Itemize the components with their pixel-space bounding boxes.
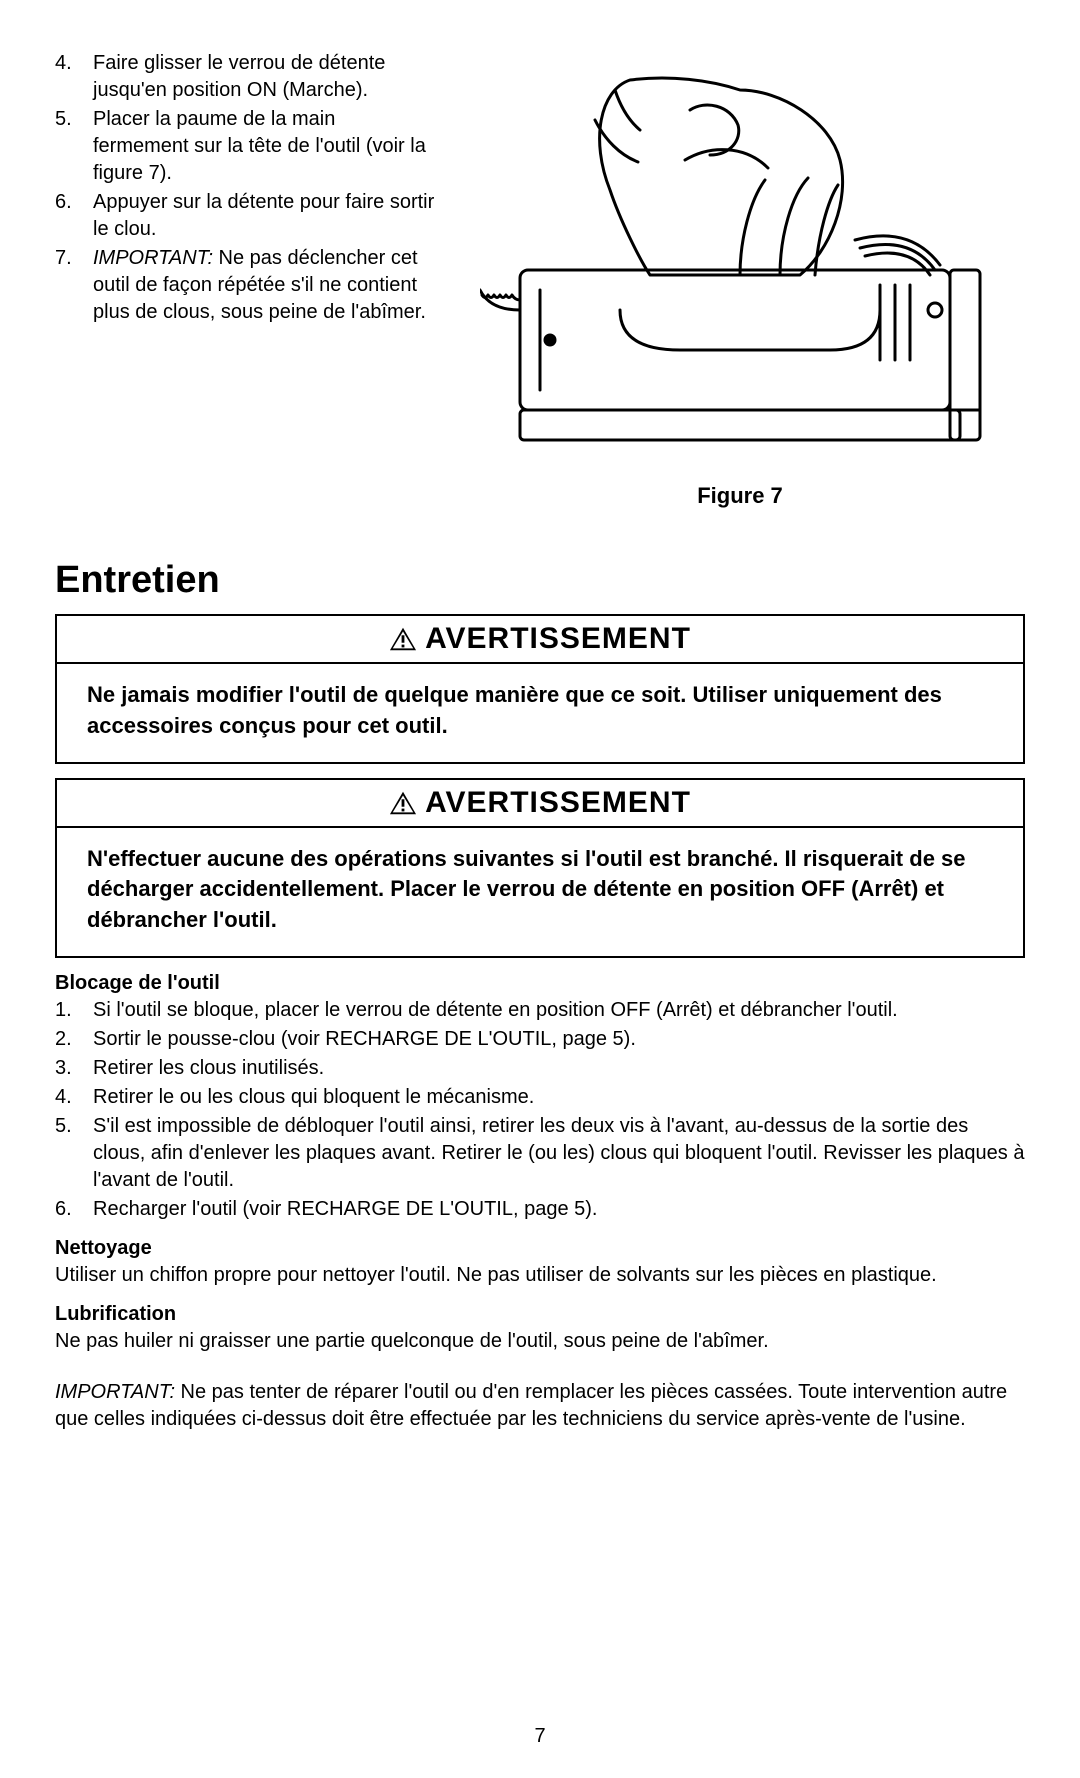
item-text: Faire glisser le verrou de détente jusqu… xyxy=(93,50,435,104)
subheading-lubrification: Lubrification xyxy=(55,1303,1025,1326)
blocage-list: 1.Si l'outil se bloque, placer le verrou… xyxy=(55,997,1025,1223)
item-text: Retirer les clous inutilisés. xyxy=(93,1055,1025,1082)
warning-label: AVERTISSEMENT xyxy=(425,786,691,820)
list-item: 5.S'il est impossible de débloquer l'out… xyxy=(55,1113,1025,1194)
item-number: 5. xyxy=(55,106,93,187)
list-item: 4. Faire glisser le verrou de détente ju… xyxy=(55,50,435,104)
subheading-blocage: Blocage de l'outil xyxy=(55,972,1025,995)
figure-caption: Figure 7 xyxy=(455,483,1025,509)
nail-gun-illustration xyxy=(480,50,1000,470)
warning-triangle-icon xyxy=(389,626,417,652)
item-number: 6. xyxy=(55,189,93,243)
item-text: Si l'outil se bloque, placer le verrou d… xyxy=(93,997,1025,1024)
item-text: Appuyer sur la détente pour faire sortir… xyxy=(93,189,435,243)
list-item: 2.Sortir le pousse-clou (voir RECHARGE D… xyxy=(55,1026,1025,1053)
item-number: 6. xyxy=(55,1196,93,1223)
item-number: 2. xyxy=(55,1026,93,1053)
operating-instructions: 4. Faire glisser le verrou de détente ju… xyxy=(55,50,435,509)
item-number: 7. xyxy=(55,245,93,326)
item-number: 1. xyxy=(55,997,93,1024)
item-text: S'il est impossible de débloquer l'outil… xyxy=(93,1113,1025,1194)
warning-header: AVERTISSEMENT xyxy=(57,616,1023,664)
item-number: 5. xyxy=(55,1113,93,1194)
list-item: 4.Retirer le ou les clous qui bloquent l… xyxy=(55,1084,1025,1111)
warning-box-2: AVERTISSEMENT N'effectuer aucune des opé… xyxy=(55,778,1025,958)
warning-triangle-icon xyxy=(389,790,417,816)
instruction-list: 4. Faire glisser le verrou de détente ju… xyxy=(55,50,435,326)
important-note: IMPORTANT: Ne pas tenter de réparer l'ou… xyxy=(55,1379,1025,1433)
nettoyage-text: Utiliser un chiffon propre pour nettoyer… xyxy=(55,1262,1025,1289)
list-item: 5. Placer la paume de la main fermement … xyxy=(55,106,435,187)
item-text: Recharger l'outil (voir RECHARGE DE L'OU… xyxy=(93,1196,1025,1223)
item-number: 3. xyxy=(55,1055,93,1082)
warning-label: AVERTISSEMENT xyxy=(425,622,691,656)
list-item: 1.Si l'outil se bloque, placer le verrou… xyxy=(55,997,1025,1024)
top-section: 4. Faire glisser le verrou de détente ju… xyxy=(55,50,1025,509)
item-number: 4. xyxy=(55,50,93,104)
item-text: Placer la paume de la main fermement sur… xyxy=(93,106,435,187)
subheading-nettoyage: Nettoyage xyxy=(55,1237,1025,1260)
lubrification-text: Ne pas huiler ni graisser une partie que… xyxy=(55,1328,1025,1355)
figure-7: Figure 7 xyxy=(455,50,1025,509)
important-text: Ne pas tenter de réparer l'outil ou d'en… xyxy=(55,1381,1007,1430)
list-item: 3.Retirer les clous inutilisés. xyxy=(55,1055,1025,1082)
list-item: 6. Appuyer sur la détente pour faire sor… xyxy=(55,189,435,243)
warning-box-1: AVERTISSEMENT Ne jamais modifier l'outil… xyxy=(55,614,1025,764)
page-number: 7 xyxy=(0,1725,1080,1748)
item-text: IMPORTANT: Ne pas déclencher cet outil d… xyxy=(93,245,435,326)
item-number: 4. xyxy=(55,1084,93,1111)
warning-body: Ne jamais modifier l'outil de quelque ma… xyxy=(57,664,1023,762)
list-item: 6.Recharger l'outil (voir RECHARGE DE L'… xyxy=(55,1196,1025,1223)
list-item: 7. IMPORTANT: Ne pas déclencher cet outi… xyxy=(55,245,435,326)
section-title-entretien: Entretien xyxy=(55,559,1025,602)
important-prefix: IMPORTANT: xyxy=(93,247,213,269)
item-text: Sortir le pousse-clou (voir RECHARGE DE … xyxy=(93,1026,1025,1053)
warning-body: N'effectuer aucune des opérations suivan… xyxy=(57,828,1023,956)
item-text: Retirer le ou les clous qui bloquent le … xyxy=(93,1084,1025,1111)
important-prefix: IMPORTANT: xyxy=(55,1381,175,1403)
warning-header: AVERTISSEMENT xyxy=(57,780,1023,828)
